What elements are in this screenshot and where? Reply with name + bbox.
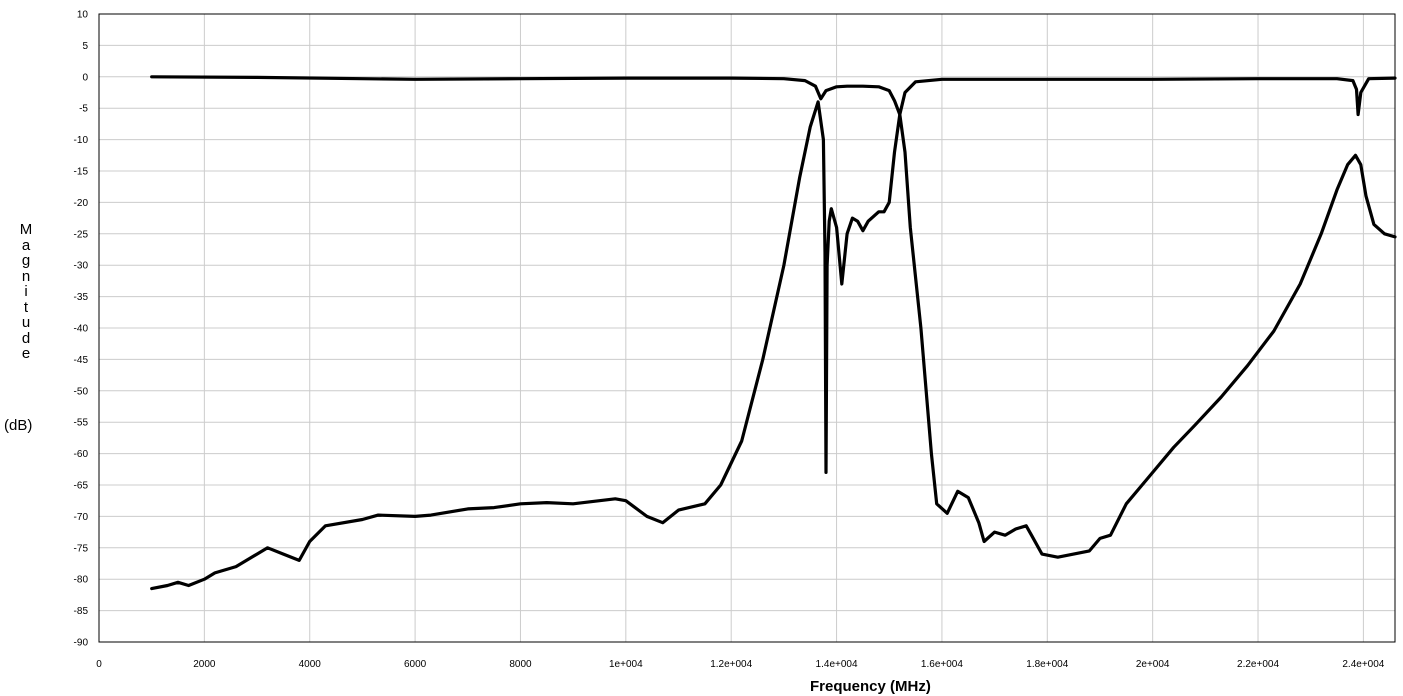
y-tick-label: -70 [74, 512, 89, 523]
x-tick-label: 8000 [509, 659, 532, 670]
y-axis-label-letter: a [21, 236, 31, 254]
y-tick-labels: 10 5 0 -5 -10 -15 -20 -25 -30 -35 -40 -45 -50 -55 -60 -… [74, 10, 89, 649]
x-tick-label: 1.8e+004 [1026, 659, 1068, 670]
series-line-1 [150, 75, 1397, 117]
y-tick-label: -60 [74, 449, 89, 460]
y-tick-label: -30 [74, 261, 89, 272]
x-tick-label: 1.4e+004 [816, 659, 858, 670]
series-lines [150, 75, 1397, 591]
y-axis-label-letter: u [21, 314, 31, 331]
y-tick-label: -40 [74, 324, 89, 335]
x-tick-label: 2e+004 [1136, 659, 1170, 670]
y-axis-label-letter: n [21, 267, 31, 285]
y-tick-label: -65 [74, 481, 89, 492]
x-tick-label: 1e+004 [609, 659, 643, 670]
y-axis-label-letter: M [19, 221, 33, 238]
x-tick-label: 2000 [193, 659, 216, 670]
y-tick-label: -10 [74, 135, 89, 146]
x-tick-label: 2.2e+004 [1237, 659, 1279, 670]
y-tick-label: -35 [74, 292, 89, 303]
y-tick-label: -25 [74, 229, 89, 240]
x-tick-label: 0 [96, 659, 102, 670]
y-tick-label: -55 [74, 418, 89, 429]
y-tick-label: -50 [74, 386, 89, 397]
y-axis-unit-label: (dB) [4, 417, 33, 434]
y-tick-label: -5 [79, 104, 88, 115]
y-axis-label-letter: d [21, 329, 31, 347]
x-axis-label: Frequency (MHz) [810, 678, 931, 695]
y-axis-label-letter: g [21, 252, 31, 269]
y-tick-label: -15 [74, 167, 89, 178]
y-tick-label: -80 [74, 575, 89, 586]
y-tick-label: -90 [74, 638, 89, 649]
x-tick-label: 1.2e+004 [710, 659, 752, 670]
grid-lines [98, 13, 1395, 643]
x-tick-label: 4000 [299, 659, 322, 670]
x-tick-labels: 0 2000 4000 6000 8000 1e+004 1.2e+004 1.4e+004 1… [96, 659, 1385, 670]
x-tick-label: 2.4e+004 [1342, 659, 1384, 670]
y-tick-label: -85 [74, 606, 89, 617]
y-tick-label: 0 [82, 72, 88, 83]
y-tick-label: 5 [82, 41, 88, 52]
plot-frame [98, 13, 1396, 643]
y-axis-label-letter: t [23, 298, 29, 316]
y-axis-label-letter: e [21, 345, 31, 362]
y-tick-label: -45 [74, 355, 89, 366]
y-tick-label: -75 [74, 543, 89, 554]
y-tick-label: 10 [77, 10, 89, 21]
y-axis-label-letter: i [24, 283, 28, 300]
x-tick-label: 1.6e+004 [921, 659, 963, 670]
series-line-2 [150, 100, 1397, 591]
y-tick-label: -20 [74, 198, 89, 209]
x-tick-label: 6000 [404, 659, 427, 670]
